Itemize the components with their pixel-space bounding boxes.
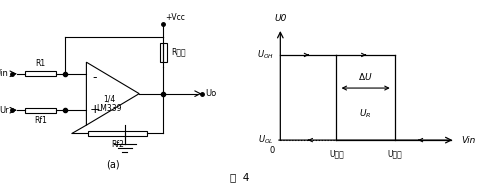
- Text: Rf2: Rf2: [111, 140, 124, 149]
- Text: LM339: LM339: [96, 104, 122, 113]
- Text: R1: R1: [36, 59, 46, 68]
- Text: +: +: [89, 103, 100, 116]
- Text: Uo: Uo: [205, 89, 216, 98]
- Text: (a): (a): [106, 160, 120, 170]
- Text: U0: U0: [274, 14, 287, 23]
- Text: $U_{OL}$: $U_{OL}$: [258, 134, 274, 146]
- Bar: [88, 131, 147, 136]
- Text: +Vcc: +Vcc: [166, 13, 185, 22]
- Text: Ur: Ur: [0, 106, 8, 115]
- Text: 1/4: 1/4: [103, 95, 115, 104]
- Text: R上拉: R上拉: [172, 48, 186, 57]
- Text: Uin: Uin: [0, 69, 8, 78]
- Text: Vin: Vin: [462, 136, 476, 145]
- Text: $\Delta U$: $\Delta U$: [359, 71, 373, 82]
- Text: -: -: [93, 71, 97, 84]
- Bar: [25, 71, 56, 76]
- Text: 圖  4: 圖 4: [230, 172, 250, 182]
- Bar: [160, 43, 167, 62]
- Bar: [25, 108, 56, 113]
- Text: Rf1: Rf1: [35, 116, 47, 125]
- Text: $U_R$: $U_R$: [360, 107, 372, 120]
- Text: 0: 0: [269, 146, 274, 155]
- Text: U上限: U上限: [387, 150, 402, 159]
- Text: U下限: U下限: [329, 150, 344, 159]
- Text: $U_{OH}$: $U_{OH}$: [257, 49, 274, 61]
